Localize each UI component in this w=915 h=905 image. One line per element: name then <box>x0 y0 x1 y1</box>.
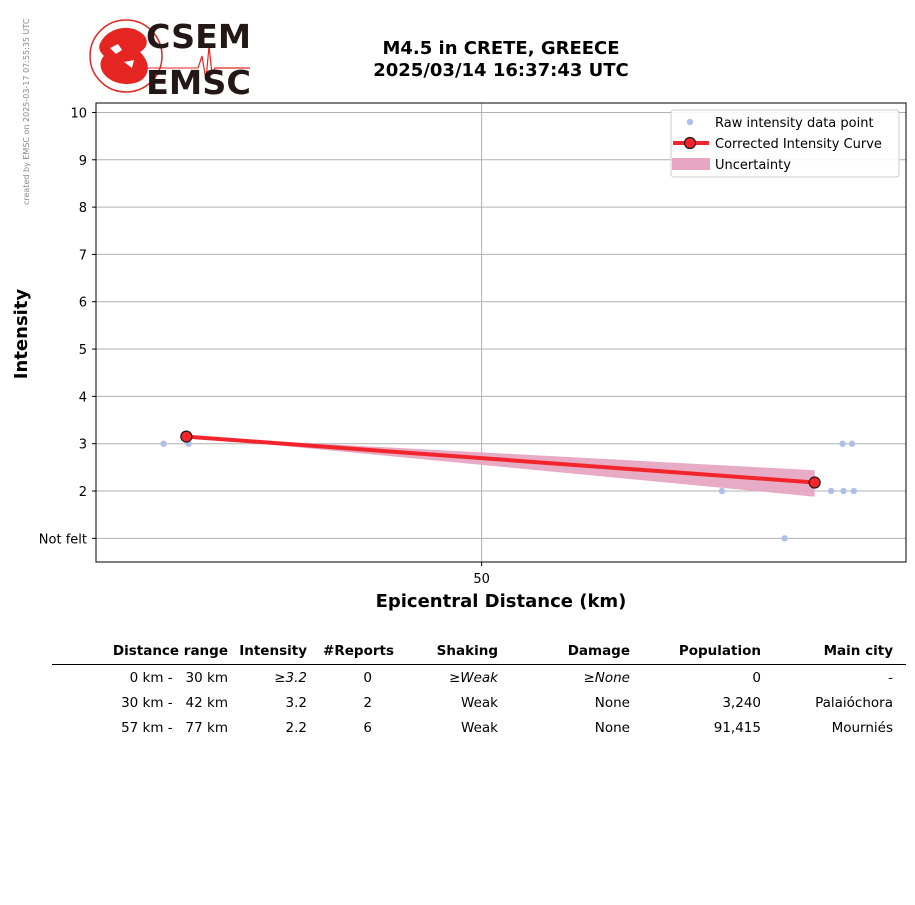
legend-box <box>670 109 900 178</box>
cell-population: 0 <box>752 669 761 686</box>
chart-title: M4.5 in CRETE, GREECE 2025/03/14 16:37:4… <box>300 38 702 82</box>
cell-shaking: Weak <box>461 694 498 711</box>
header-intensity: Intensity <box>228 640 307 665</box>
cell-main-city: Mourniés <box>831 719 893 736</box>
y-tick-label: 7 <box>79 248 87 263</box>
x-tick-label: 50 <box>473 572 490 587</box>
logo-emsc-text: EMSC <box>146 63 251 98</box>
header-main-city: Main city <box>761 640 906 665</box>
table-row: 57 km - 77 km 2.2 6 Weak None 91,415 Mou… <box>52 715 906 740</box>
cell-population: 3,240 <box>722 694 761 711</box>
cell-reports: 0 <box>363 669 372 686</box>
cell-damage: None <box>594 694 630 711</box>
table-header-row: Distance range Intensity #Reports Shakin… <box>52 640 906 665</box>
legend-curve-marker <box>683 136 697 150</box>
raw-data-point <box>839 440 846 447</box>
x-axis-label: Epicentral Distance (km) <box>376 591 627 612</box>
cell-main-city: Palaióchora <box>815 694 893 711</box>
header-damage: Damage <box>498 640 630 665</box>
legend-label: Raw intensity data point <box>715 116 874 131</box>
header-distance-range: Distance range <box>52 640 228 665</box>
uncertainty-band-layer <box>186 436 815 497</box>
cell-reports: 2 <box>363 694 372 711</box>
raw-data-point <box>840 487 847 495</box>
y-tick-label: 9 <box>79 154 87 169</box>
cell-shaking: Weak <box>461 719 498 736</box>
uncertainty-band <box>186 436 815 497</box>
legend: Raw intensity data point Corrected Intens… <box>670 109 900 178</box>
title-datetime: 2025/03/14 16:37:43 UTC <box>373 60 629 81</box>
y-tick-label: 8 <box>79 201 87 216</box>
y-tick-label: 10 <box>70 106 87 121</box>
intensity-chart: Not felt 2 3 4 5 6 7 8 9 10 50 Raw intensity data … <box>11 102 907 612</box>
intensity-summary-table: Distance range Intensity #Reports Shakin… <box>52 640 906 740</box>
header-reports: #Reports <box>307 640 394 665</box>
title-event: M4.5 in CRETE, GREECE <box>382 38 620 59</box>
cell-population: 91,415 <box>713 719 761 736</box>
grid <box>96 103 906 562</box>
y-axis-label: Intensity <box>11 289 32 380</box>
table-row: 30 km - 42 km 3.2 2 Weak None 3,240 Pala… <box>52 690 906 715</box>
cell-reports: 6 <box>363 719 372 736</box>
y-tick-label: 5 <box>79 343 87 358</box>
csem-emsc-logo: CSEM EMSC <box>89 18 251 98</box>
cell-distance-range: 57 km - 77 km <box>121 719 228 736</box>
corrected-intensity-curve <box>184 434 817 485</box>
raw-data-point <box>848 440 856 447</box>
raw-data-point <box>718 487 726 495</box>
raw-data-point <box>781 535 788 542</box>
curve-marker <box>808 476 821 489</box>
cell-distance-range: 30 km - 42 km <box>121 694 228 711</box>
y-tick-label: Not felt <box>39 532 87 547</box>
cell-intensity: 3.2 <box>285 694 307 711</box>
header-shaking: Shaking <box>394 640 498 665</box>
raw-data-point <box>850 487 858 495</box>
plot-frame <box>95 102 907 563</box>
raw-data-point <box>160 440 167 447</box>
logo-csem-text: CSEM <box>146 18 251 56</box>
raw-points-layer <box>160 440 858 542</box>
cell-main-city: - <box>888 669 893 686</box>
curve-layer <box>180 430 821 489</box>
legend-band-swatch <box>672 158 710 170</box>
cell-intensity: 2.2 <box>285 719 307 736</box>
y-tick-label: 6 <box>79 296 87 311</box>
curve-marker <box>180 430 193 443</box>
legend-raw-swatch <box>686 118 694 126</box>
table-row: 0 km - 30 km ≥3.2 0 ≥Weak ≥None 0 - <box>52 665 906 691</box>
legend-label: Corrected Intensity Curve <box>715 137 882 152</box>
cell-shaking: ≥Weak <box>448 669 498 686</box>
axes: Not felt 2 3 4 5 6 7 8 9 10 50 <box>39 102 907 587</box>
header-population: Population <box>630 640 761 665</box>
y-tick-label: 2 <box>79 485 87 500</box>
legend-label: Uncertainty <box>715 158 791 173</box>
y-tick-label: 3 <box>79 438 87 453</box>
y-tick-label: 4 <box>79 390 87 405</box>
cell-damage: ≥None <box>583 669 630 686</box>
cell-intensity: ≥3.2 <box>274 669 307 686</box>
cell-damage: None <box>594 719 630 736</box>
cell-distance-range: 0 km - 30 km <box>129 669 228 686</box>
raw-data-point <box>827 487 835 495</box>
